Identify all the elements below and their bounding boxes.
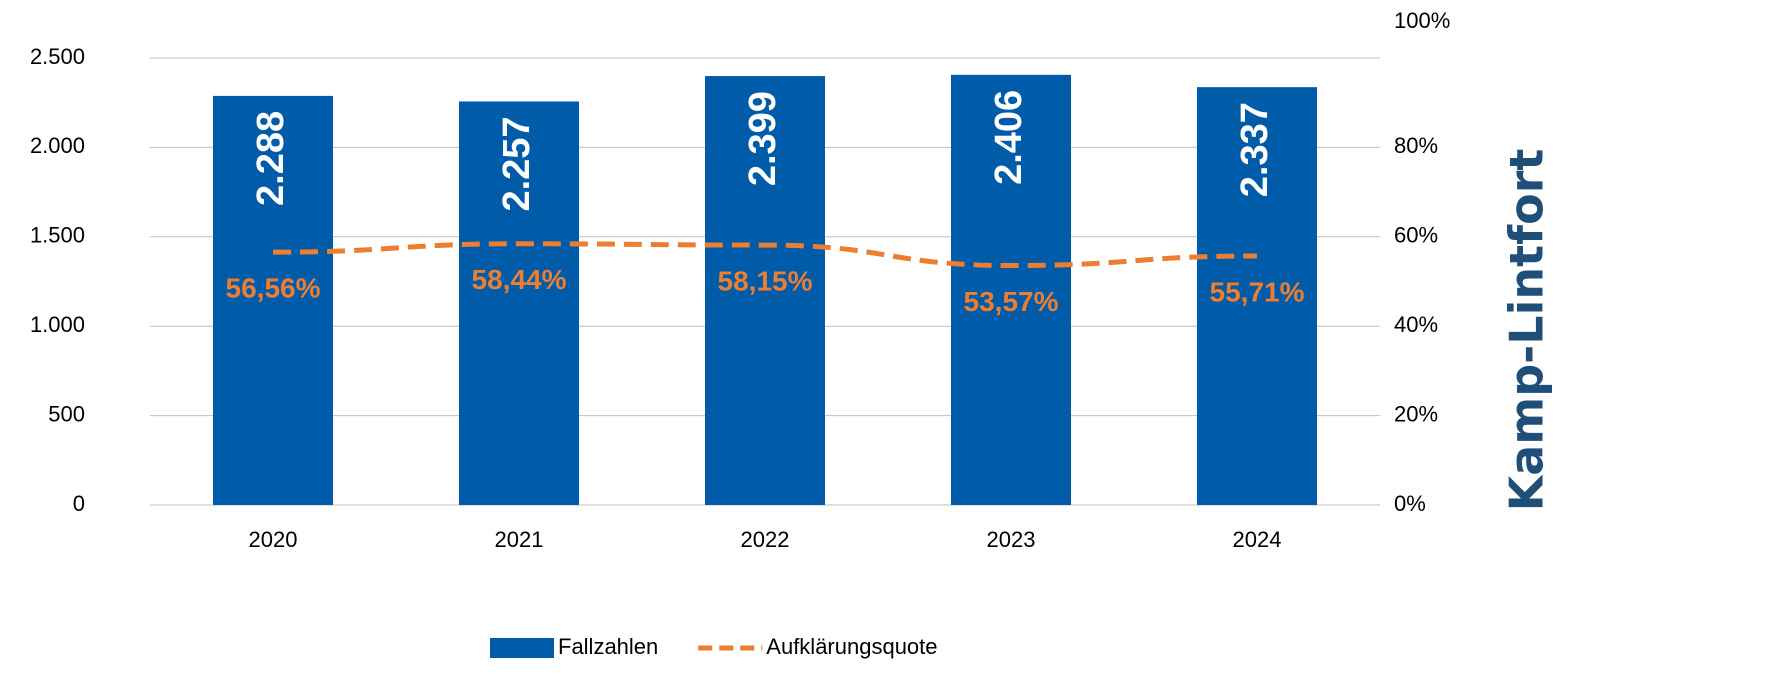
y2-tick-label: 20%	[1394, 401, 1438, 426]
x-tick-label: 2023	[987, 527, 1036, 552]
bar	[705, 76, 825, 505]
y2-tick-label: 40%	[1394, 312, 1438, 337]
legend-swatch	[490, 638, 554, 658]
chart-title: Kamp-Lintfort	[1500, 149, 1554, 512]
bar	[213, 95, 333, 505]
y-tick-label: 1.000	[30, 312, 85, 337]
line-value-label: 53,57%	[964, 286, 1059, 317]
bar	[459, 101, 579, 506]
line-value-label: 56,56%	[226, 273, 321, 304]
legend-label: Aufklärungsquote	[766, 634, 937, 659]
legend-label: Fallzahlen	[558, 634, 658, 659]
line-value-label: 55,71%	[1210, 276, 1305, 307]
bar-value-label: 2.399	[742, 91, 784, 186]
x-tick-label: 2022	[741, 527, 790, 552]
y2-tick-label: 80%	[1394, 133, 1438, 158]
x-tick-label: 2021	[495, 527, 544, 552]
y-tick-label: 1.500	[30, 223, 85, 248]
y-tick-label: 2.000	[30, 133, 85, 158]
y2-tick-label: 100%	[1394, 8, 1450, 33]
x-tick-label: 2024	[1233, 527, 1282, 552]
bar	[1197, 87, 1317, 505]
y2-tick-label: 60%	[1394, 223, 1438, 248]
y-tick-label: 2.500	[30, 44, 85, 69]
y2-tick-label: 0%	[1394, 491, 1426, 516]
bar-value-label: 2.337	[1234, 102, 1276, 197]
line	[272, 241, 1258, 269]
bar-value-label: 2.406	[988, 90, 1030, 185]
bar-value-label: 2.257	[496, 116, 538, 211]
bar	[951, 74, 1071, 506]
y-tick-label: 0	[73, 491, 85, 516]
x-tick-label: 2020	[249, 527, 298, 552]
bar-value-label: 2.288	[250, 111, 292, 206]
line-value-label: 58,15%	[718, 265, 813, 296]
y-tick-label: 500	[48, 401, 85, 426]
line-value-label: 58,44%	[472, 264, 567, 295]
